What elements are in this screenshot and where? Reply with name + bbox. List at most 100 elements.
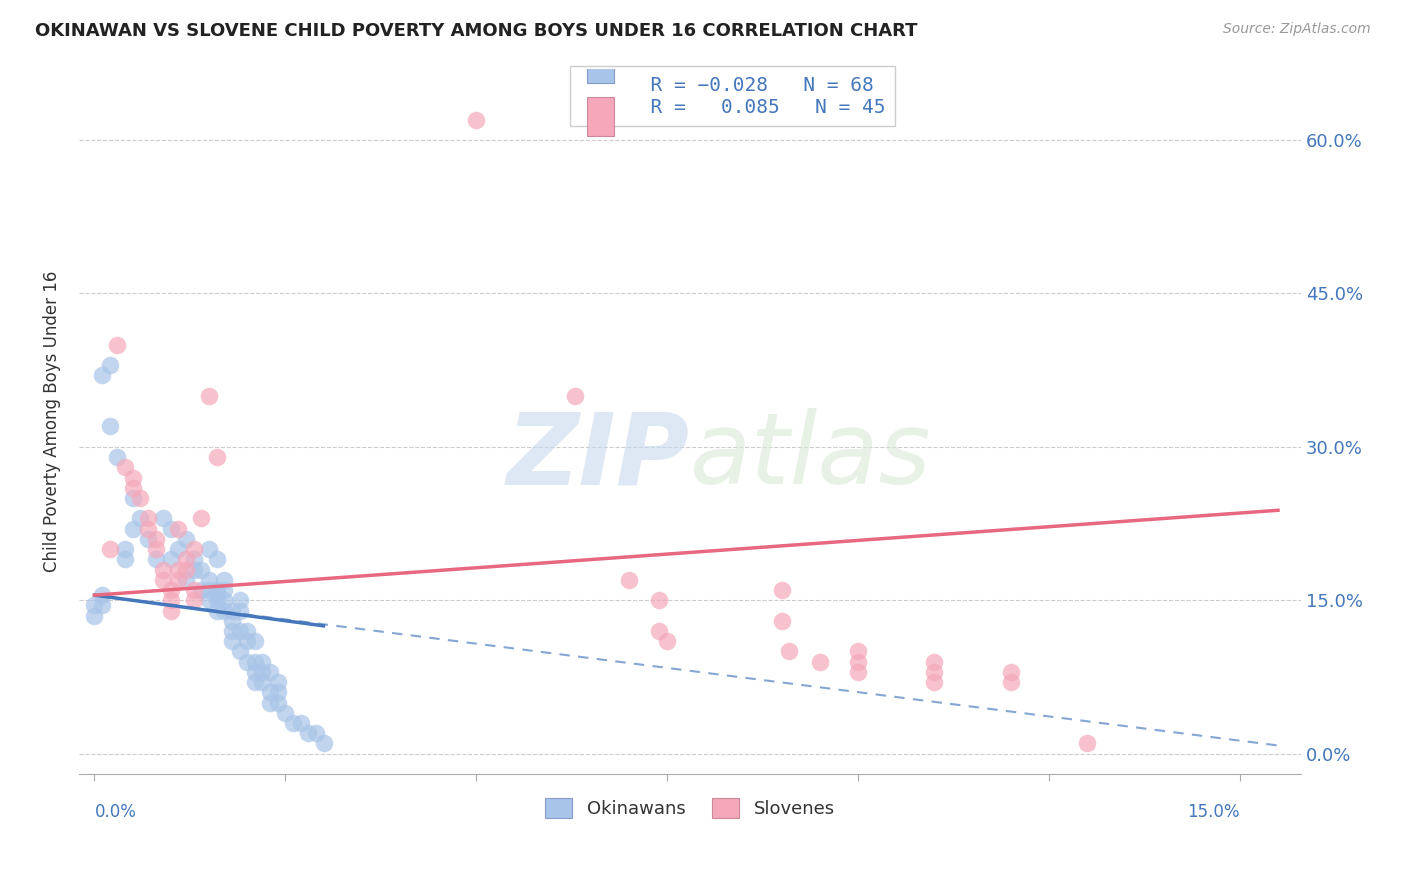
Point bbox=[212, 573, 235, 587]
Point bbox=[281, 716, 304, 731]
Point bbox=[98, 358, 121, 372]
Point bbox=[297, 726, 319, 740]
Point bbox=[190, 563, 212, 577]
Point bbox=[121, 522, 143, 536]
Point bbox=[91, 588, 114, 602]
Point bbox=[655, 634, 678, 648]
Text: atlas: atlas bbox=[690, 409, 932, 505]
Point bbox=[190, 582, 212, 597]
Text: R = −0.028   N = 68
      R =   0.085   N = 45: R = −0.028 N = 68 R = 0.085 N = 45 bbox=[581, 76, 886, 117]
Point bbox=[846, 665, 869, 679]
Point bbox=[808, 655, 831, 669]
Point bbox=[167, 542, 190, 557]
Point bbox=[136, 511, 159, 525]
Point bbox=[252, 655, 274, 669]
Point bbox=[228, 624, 250, 638]
Point bbox=[648, 624, 671, 638]
Point bbox=[259, 696, 281, 710]
Point bbox=[228, 593, 250, 607]
Point bbox=[205, 552, 228, 566]
Point bbox=[190, 511, 212, 525]
Text: OKINAWAN VS SLOVENE CHILD POVERTY AMONG BOYS UNDER 16 CORRELATION CHART: OKINAWAN VS SLOVENE CHILD POVERTY AMONG … bbox=[35, 22, 918, 40]
Point bbox=[243, 634, 266, 648]
FancyBboxPatch shape bbox=[588, 44, 614, 83]
Point bbox=[167, 522, 190, 536]
Point bbox=[290, 716, 312, 731]
Point bbox=[198, 582, 221, 597]
Point bbox=[83, 599, 105, 613]
Point bbox=[465, 112, 488, 127]
Point bbox=[205, 603, 228, 617]
Point bbox=[198, 389, 221, 403]
Point bbox=[846, 655, 869, 669]
Point bbox=[221, 603, 243, 617]
Point bbox=[243, 665, 266, 679]
Point bbox=[312, 736, 335, 750]
Point bbox=[205, 450, 228, 464]
Point bbox=[205, 588, 228, 602]
Point bbox=[159, 593, 181, 607]
Point bbox=[770, 614, 793, 628]
Point bbox=[152, 573, 174, 587]
Point bbox=[174, 532, 197, 546]
Point bbox=[1000, 675, 1022, 690]
Point bbox=[183, 552, 205, 566]
Point bbox=[183, 563, 205, 577]
Point bbox=[114, 460, 136, 475]
Point bbox=[167, 563, 190, 577]
Point bbox=[98, 419, 121, 434]
Point bbox=[1000, 665, 1022, 679]
Point bbox=[114, 552, 136, 566]
Point bbox=[183, 593, 205, 607]
Point bbox=[91, 368, 114, 383]
Point bbox=[145, 552, 167, 566]
Point bbox=[305, 726, 328, 740]
Point bbox=[121, 481, 143, 495]
Point bbox=[1076, 736, 1098, 750]
Point bbox=[98, 542, 121, 557]
Point bbox=[183, 542, 205, 557]
Point bbox=[236, 634, 259, 648]
Text: 15.0%: 15.0% bbox=[1187, 803, 1240, 821]
Point bbox=[228, 603, 250, 617]
Point bbox=[105, 337, 128, 351]
Point bbox=[136, 532, 159, 546]
Point bbox=[778, 644, 800, 658]
Text: Source: ZipAtlas.com: Source: ZipAtlas.com bbox=[1223, 22, 1371, 37]
Point bbox=[236, 624, 259, 638]
Point bbox=[564, 389, 586, 403]
Point bbox=[183, 582, 205, 597]
Point bbox=[205, 582, 228, 597]
Point bbox=[198, 542, 221, 557]
Point bbox=[924, 675, 946, 690]
Point bbox=[252, 665, 274, 679]
Point bbox=[205, 593, 228, 607]
Point bbox=[846, 644, 869, 658]
Point bbox=[221, 624, 243, 638]
FancyBboxPatch shape bbox=[588, 96, 614, 136]
Point bbox=[924, 655, 946, 669]
Y-axis label: Child Poverty Among Boys Under 16: Child Poverty Among Boys Under 16 bbox=[44, 270, 60, 572]
Point bbox=[243, 675, 266, 690]
Point bbox=[129, 511, 152, 525]
Point bbox=[121, 470, 143, 484]
Point bbox=[83, 608, 105, 623]
Point bbox=[212, 603, 235, 617]
Point bbox=[770, 582, 793, 597]
Point bbox=[243, 655, 266, 669]
Text: 0.0%: 0.0% bbox=[94, 803, 136, 821]
Point bbox=[145, 532, 167, 546]
Point bbox=[198, 593, 221, 607]
Point bbox=[114, 542, 136, 557]
Point bbox=[198, 573, 221, 587]
Point bbox=[252, 675, 274, 690]
Point bbox=[174, 573, 197, 587]
Point bbox=[221, 634, 243, 648]
Point bbox=[174, 552, 197, 566]
Point bbox=[174, 563, 197, 577]
Point bbox=[648, 593, 671, 607]
Point bbox=[617, 573, 640, 587]
Point bbox=[152, 563, 174, 577]
Point bbox=[267, 675, 290, 690]
Point bbox=[167, 573, 190, 587]
